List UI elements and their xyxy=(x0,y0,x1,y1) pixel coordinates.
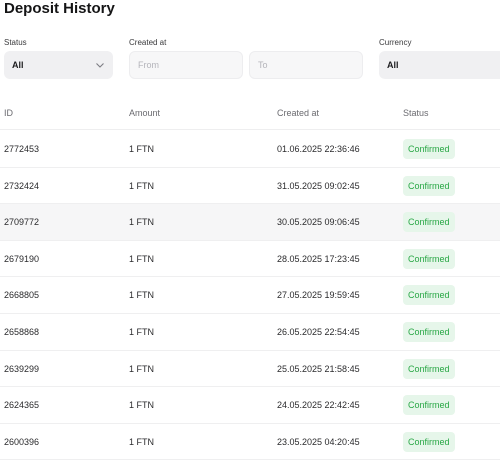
row-id: 2732424 xyxy=(4,180,40,191)
row-id: 2772453 xyxy=(4,144,40,154)
row-amount: 1 FTN xyxy=(129,400,155,411)
status-badge: Confirmed xyxy=(403,139,455,159)
column-header-id: ID xyxy=(4,108,13,118)
status-badge: Confirmed xyxy=(403,285,455,306)
row-amount: 1 FTN xyxy=(129,180,155,191)
row-amount: 1 FTN xyxy=(129,144,155,154)
status-badge: Confirmed xyxy=(403,175,455,196)
table-row[interactable]: 2732424 1 FTN 31.05.2025 09:02:45 Confir… xyxy=(0,168,500,205)
status-badge: Confirmed xyxy=(403,248,455,269)
status-filter-value: All xyxy=(12,60,24,70)
row-amount: 1 FTN xyxy=(129,326,155,337)
row-id: 2709772 xyxy=(4,217,40,228)
row-id: 2639299 xyxy=(4,363,40,374)
row-created-at: 26.05.2025 22:54:45 xyxy=(277,326,360,337)
table-row[interactable]: 2772453 1 FTN 01.06.2025 22:36:46 Confir… xyxy=(0,131,500,168)
chevron-down-icon xyxy=(96,63,104,68)
status-badge: Confirmed xyxy=(403,212,455,233)
table-row[interactable]: 2600396 1 FTN 23.05.2025 04:20:45 Confir… xyxy=(0,424,500,461)
currency-filter-select[interactable]: All xyxy=(379,51,500,79)
column-header-status: Status xyxy=(403,108,429,118)
status-badge: Confirmed xyxy=(403,395,455,416)
currency-filter-label: Currency xyxy=(379,38,412,47)
status-filter-select[interactable]: All xyxy=(4,51,113,79)
row-amount: 1 FTN xyxy=(129,363,155,374)
row-id: 2679190 xyxy=(4,253,40,264)
currency-filter-value: All xyxy=(387,60,399,70)
row-amount: 1 FTN xyxy=(129,217,155,228)
created-to-input[interactable] xyxy=(249,51,363,79)
status-badge: Confirmed xyxy=(403,321,455,342)
table-row[interactable]: 2639299 1 FTN 25.05.2025 21:58:45 Confir… xyxy=(0,351,500,388)
row-id: 2624365 xyxy=(4,400,40,411)
deposit-table-body: 2772453 1 FTN 01.06.2025 22:36:46 Confir… xyxy=(0,131,500,461)
column-header-amount: Amount xyxy=(129,108,161,118)
table-row[interactable]: 2624365 1 FTN 24.05.2025 22:42:45 Confir… xyxy=(0,387,500,424)
row-id: 2600396 xyxy=(4,436,40,447)
created-at-filter-label: Created at xyxy=(129,38,167,47)
status-badge: Confirmed xyxy=(403,358,455,379)
page-title: Deposit History xyxy=(4,0,115,17)
row-created-at: 24.05.2025 22:42:45 xyxy=(277,400,360,411)
table-row[interactable]: 2658868 1 FTN 26.05.2025 22:54:45 Confir… xyxy=(0,314,500,351)
table-row[interactable]: 2668805 1 FTN 27.05.2025 19:59:45 Confir… xyxy=(0,277,500,314)
row-id: 2658868 xyxy=(4,326,40,337)
row-created-at: 25.05.2025 21:58:45 xyxy=(277,363,360,374)
table-row[interactable]: 2679190 1 FTN 28.05.2025 17:23:45 Confir… xyxy=(0,241,500,278)
row-created-at: 31.05.2025 09:02:45 xyxy=(277,180,360,191)
status-badge: Confirmed xyxy=(403,431,455,452)
column-header-created-at: Created at xyxy=(277,108,320,118)
table-row[interactable]: 2709772 1 FTN 30.05.2025 09:06:45 Confir… xyxy=(0,204,500,241)
status-filter-label: Status xyxy=(4,38,27,47)
row-amount: 1 FTN xyxy=(129,253,155,264)
row-created-at: 27.05.2025 19:59:45 xyxy=(277,290,360,301)
row-created-at: 01.06.2025 22:36:46 xyxy=(277,144,360,154)
row-created-at: 28.05.2025 17:23:45 xyxy=(277,253,360,264)
row-created-at: 23.05.2025 04:20:45 xyxy=(277,436,360,447)
created-from-input[interactable] xyxy=(129,51,243,79)
row-amount: 1 FTN xyxy=(129,436,155,447)
row-created-at: 30.05.2025 09:06:45 xyxy=(277,217,360,228)
table-header: ID Amount Created at Status xyxy=(0,100,500,130)
row-id: 2668805 xyxy=(4,290,40,301)
row-amount: 1 FTN xyxy=(129,290,155,301)
